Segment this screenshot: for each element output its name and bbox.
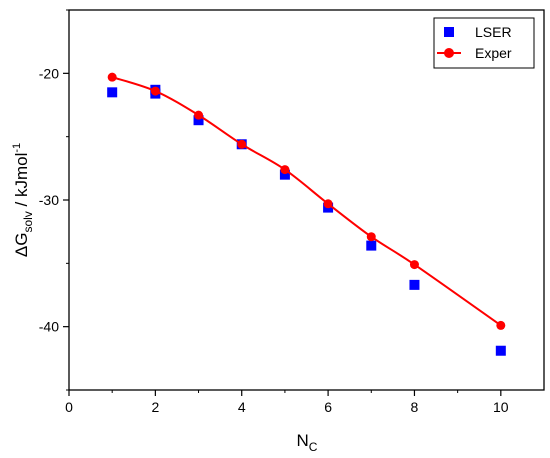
x-tick-label-0: 0 (65, 399, 73, 415)
legend-lser-marker (444, 27, 454, 37)
y-axis-title-mid: / kJmol (12, 153, 31, 212)
x-axis-title-sub: C (309, 440, 318, 454)
x-tick-label-2: 2 (151, 399, 159, 415)
data-point-exper (194, 110, 204, 120)
series-exper-line (111, 76, 502, 327)
series-layer (107, 72, 506, 356)
y-axis-title: ΔGsolv / kJmol-1 (11, 143, 35, 257)
legend-box (433, 17, 535, 69)
axis-ticks: 0 2 4 6 8 10 -20 -30 -40 (39, 9, 509, 415)
y-axis-title-sub: solv (21, 211, 35, 232)
series-lser (107, 84, 506, 356)
data-point-lser (107, 87, 118, 98)
data-point-exper (409, 260, 419, 270)
legend-lser-label: LSER (475, 24, 512, 40)
svg-text:ΔGsolv / kJmol-1: ΔGsolv / kJmol-1 (11, 143, 35, 257)
series-exper (107, 72, 506, 330)
data-point-exper (237, 139, 247, 149)
legend-exper-label: Exper (475, 45, 512, 61)
data-point-exper (107, 72, 117, 82)
data-point-lser (279, 169, 290, 180)
data-point-exper (366, 232, 376, 242)
y-axis-title-delta: ΔG (12, 233, 31, 258)
x-tick-label-8: 8 (411, 399, 419, 415)
svg-text:NC: NC (297, 431, 318, 454)
data-point-lser (366, 240, 377, 251)
data-point-exper (150, 86, 160, 96)
y-axis-title-sup: -1 (11, 143, 23, 153)
y-tick-label-40: -40 (39, 319, 59, 335)
x-axis-title: NC (297, 431, 318, 454)
y-tick-label-20: -20 (39, 65, 59, 81)
x-tick-label-10: 10 (493, 399, 509, 415)
legend-exper-marker (444, 48, 454, 58)
data-point-lser (193, 115, 204, 126)
data-point-lser (495, 345, 506, 356)
data-point-lser (409, 279, 420, 290)
legend: LSER Exper (433, 17, 535, 69)
data-point-exper (496, 320, 506, 330)
data-point-exper (323, 199, 333, 209)
x-tick-label-6: 6 (324, 399, 332, 415)
x-tick-label-4: 4 (238, 399, 246, 415)
y-tick-label-30: -30 (39, 192, 59, 208)
x-axis-title-base: N (297, 431, 309, 450)
data-point-exper (280, 165, 290, 175)
